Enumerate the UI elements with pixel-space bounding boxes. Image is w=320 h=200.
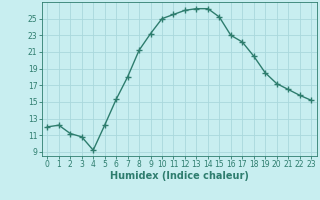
X-axis label: Humidex (Indice chaleur): Humidex (Indice chaleur) — [110, 171, 249, 181]
